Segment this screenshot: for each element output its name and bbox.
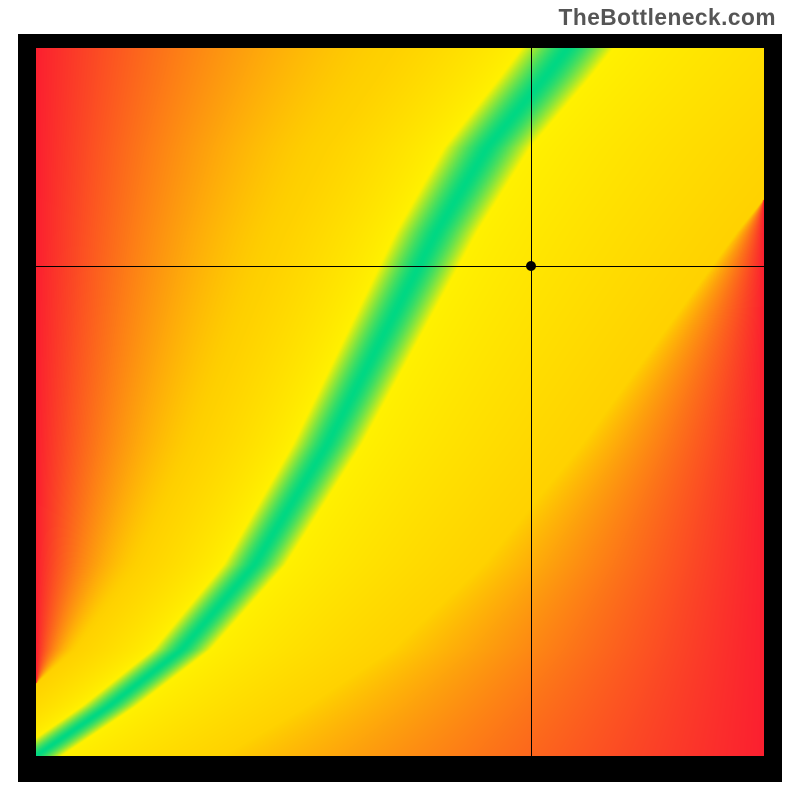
crosshair-vertical <box>531 48 532 756</box>
plot-frame <box>18 34 782 782</box>
crosshair-horizontal <box>36 266 764 267</box>
crosshair-marker <box>526 261 536 271</box>
heatmap-canvas <box>36 48 764 756</box>
watermark-text: TheBottleneck.com <box>559 4 776 31</box>
chart-container: TheBottleneck.com <box>0 0 800 800</box>
